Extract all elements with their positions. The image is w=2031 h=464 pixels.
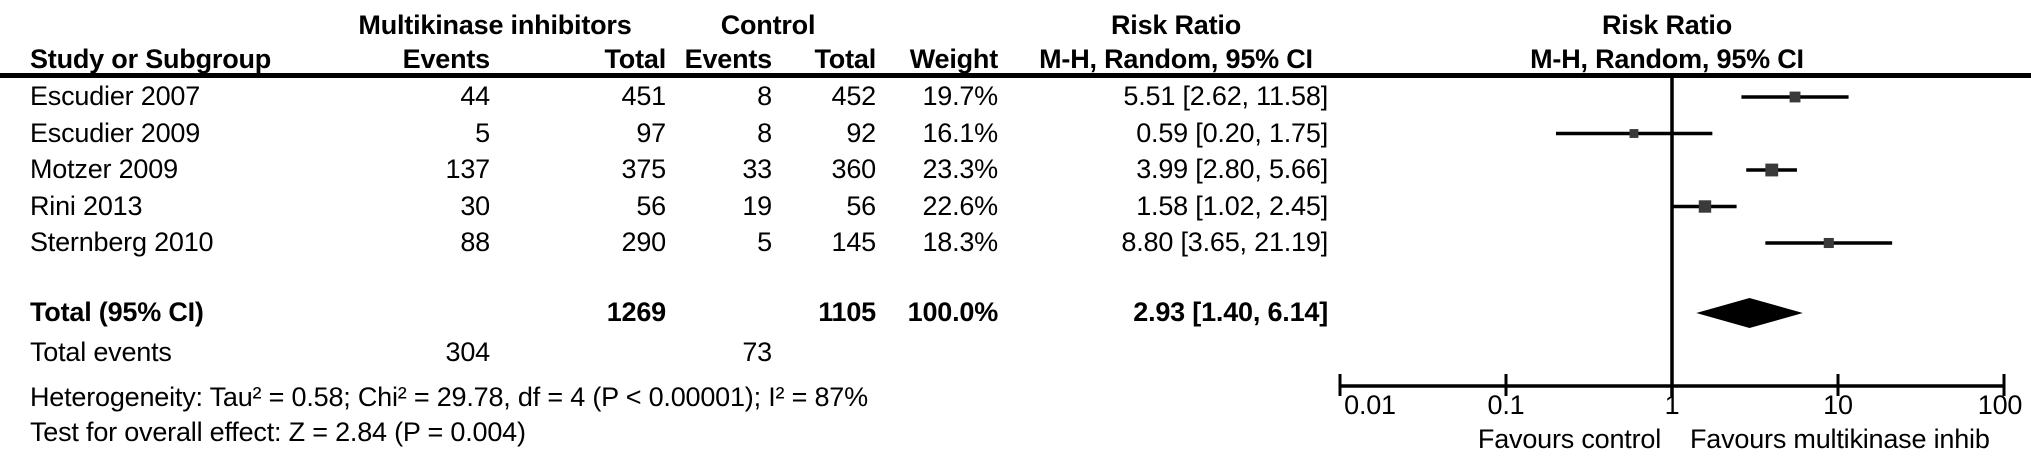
effect-square <box>1823 237 1834 249</box>
events-control: 8 <box>757 81 772 111</box>
group-header-experimental: Multikinase inhibitors <box>358 10 632 40</box>
ci-label: 1.58 [1.02, 2.45] <box>1136 190 1328 221</box>
total-events-label: Total events <box>30 337 172 367</box>
effect-square <box>1789 91 1801 103</box>
total-control: 92 <box>846 117 876 148</box>
weight: 18.3% <box>922 227 998 257</box>
overall-effect-test: Test for overall effect: Z = 2.84 (P = 0… <box>30 417 526 447</box>
study-row: Escudier 2007 44 451 8 452 19.7% 5.51 [2.62, 1… <box>0 81 1340 112</box>
ci-label: 5.51 [2.62, 11.58] <box>1123 81 1328 111</box>
events-control: 33 <box>742 154 772 184</box>
total-control: 452 <box>831 81 877 111</box>
weight: 16.1% <box>922 117 998 148</box>
risk-ratio-title-text-column: Risk Ratio <box>1110 10 1242 40</box>
column-header-total-experimental: Total <box>604 44 667 74</box>
study-name: Sternberg 2010 <box>30 227 214 257</box>
x-axis-tick-label: 100 <box>1978 390 2022 420</box>
total-experimental: 56 <box>636 190 666 221</box>
header-rule <box>0 73 2031 78</box>
events-experimental: 5 <box>475 117 490 148</box>
total-experimental: 375 <box>621 154 667 184</box>
favours-left-label: Favours control <box>1477 424 1661 454</box>
ci-label: 3.99 [2.80, 5.66] <box>1136 154 1328 184</box>
column-header-method-plot-column: M-H, Random, 95% CI <box>1530 44 1804 74</box>
total-weight: 100.0% <box>907 297 999 327</box>
total-label: Total (95% CI) <box>30 297 204 327</box>
x-axis-tick-label: 0.1 <box>1488 390 1525 420</box>
x-axis-tick-label: 10 <box>1823 390 1853 420</box>
events-experimental: 44 <box>460 81 490 111</box>
study-name: Motzer 2009 <box>30 154 178 184</box>
study-row: Motzer 2009 137 375 33 360 23.3% 3.99 [2.80, 5… <box>0 154 1340 185</box>
study-name: Rini 2013 <box>30 190 143 221</box>
ci-label: 0.59 [0.20, 1.75] <box>1136 117 1328 148</box>
total-experimental: 97 <box>636 117 666 148</box>
study-row: Escudier 2009 5 97 8 92 16.1% 0.59 [0.20, 1.75… <box>0 118 1340 149</box>
column-header-total-control: Total <box>814 44 877 74</box>
total-total-experimental: 1269 <box>606 297 666 327</box>
total-control: 360 <box>831 154 877 184</box>
risk-ratio-title-plot-column: Risk Ratio <box>1601 10 1733 40</box>
total-control: 145 <box>831 227 877 257</box>
favours-right-label: Favours multikinase inhib <box>1690 424 1990 454</box>
events-control: 8 <box>757 117 772 148</box>
total-control: 56 <box>846 190 876 221</box>
total-events-row: Total events 304 73 <box>0 337 1340 368</box>
column-header-weight: Weight <box>909 44 998 74</box>
x-axis-tick-label: 1 <box>1665 390 1680 420</box>
effect-square <box>1698 200 1712 213</box>
column-header-events-experimental: Events <box>402 44 491 74</box>
column-header-events-control: Events <box>684 44 773 74</box>
effect-square <box>1765 163 1779 177</box>
events-experimental: 30 <box>460 190 490 221</box>
events-experimental: 88 <box>460 227 490 257</box>
events-control: 19 <box>742 190 772 221</box>
column-header-method-text-column: M-H, Random, 95% CI <box>1039 44 1313 74</box>
total-row: Total (95% CI) 1269 1105 100.0% 2.93 [1.… <box>0 297 1340 328</box>
events-control: 5 <box>757 227 772 257</box>
heterogeneity-stats: Heterogeneity: Tau² = 0.58; Chi² = 29.78… <box>30 382 868 412</box>
total-total-control: 1105 <box>818 297 876 327</box>
group-header-control: Control <box>720 10 816 40</box>
total-ci-label: 2.93 [1.40, 6.14] <box>1133 297 1328 327</box>
study-name: Escudier 2009 <box>30 117 201 148</box>
effect-square <box>1629 129 1639 138</box>
summary-diamond <box>1696 298 1803 328</box>
total-experimental: 290 <box>621 227 667 257</box>
study-row: Sternberg 2010 88 290 5 145 18.3% 8.80 [3.65, … <box>0 227 1340 258</box>
weight: 23.3% <box>922 154 998 184</box>
column-header-study: Study or Subgroup <box>30 44 272 74</box>
x-axis-tick-label: 0.01 <box>1344 390 1396 420</box>
events-experimental: 137 <box>445 154 491 184</box>
weight: 22.6% <box>922 190 998 221</box>
total-experimental: 451 <box>621 81 667 111</box>
study-name: Escudier 2007 <box>30 81 201 111</box>
total-events-experimental: 304 <box>445 337 491 367</box>
study-row: Rini 2013 30 56 19 56 22.6% 1.58 [1.02, 2.45] <box>0 191 1340 222</box>
ci-label: 8.80 [3.65, 21.19] <box>1121 227 1328 257</box>
total-events-control: 73 <box>742 337 772 367</box>
weight: 19.7% <box>922 81 998 111</box>
